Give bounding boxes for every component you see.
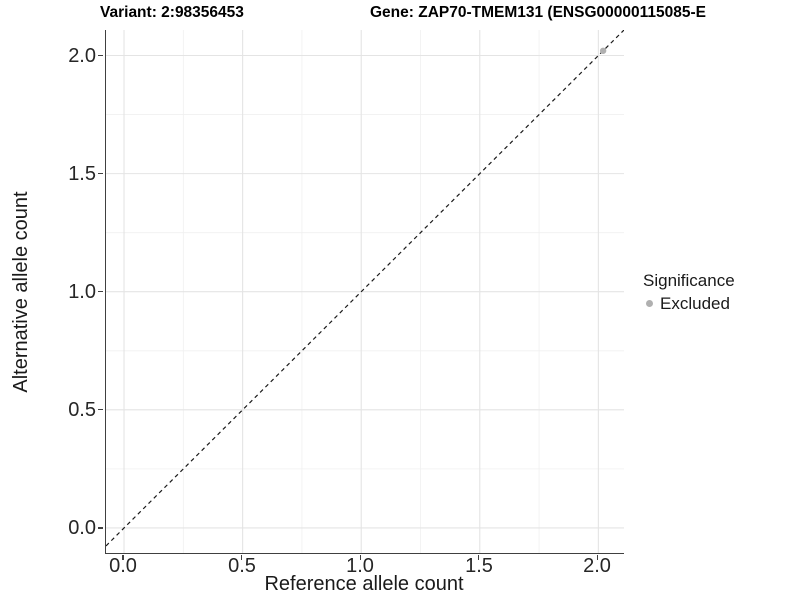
y-tick-mark <box>98 54 104 57</box>
y-tick-mark <box>98 409 104 411</box>
y-axis-title: Alternative allele count <box>10 191 32 393</box>
x-tick-label: 0.0 <box>109 555 137 577</box>
x-tick-mark <box>241 554 243 560</box>
x-axis-title: Reference allele count <box>264 573 464 595</box>
legend-item-label: Excluded <box>660 294 730 313</box>
variant-title: Variant: 2:98356453 <box>100 4 244 21</box>
gene-title: Gene: ZAP70-TMEM131 (ENSG00000115085-E <box>370 4 706 21</box>
plot-panel <box>105 30 624 554</box>
y-tick-mark <box>98 173 104 175</box>
legend-item-excluded: Excluded <box>643 293 735 314</box>
x-tick-mark <box>478 554 480 560</box>
x-tick-label: 1.5 <box>465 555 493 577</box>
legend-title: Significance <box>643 271 735 290</box>
x-tick-label: 2.0 <box>583 555 611 577</box>
identity-line <box>106 30 624 547</box>
y-tick-mark <box>98 291 104 293</box>
plot-canvas <box>106 30 624 553</box>
y-tick-label: 0.5 <box>68 399 96 421</box>
y-tick-label: 1.5 <box>68 163 96 185</box>
x-tick-mark <box>359 554 361 560</box>
excluded-point-icon <box>646 300 653 307</box>
x-tick-label: 1.0 <box>346 555 374 577</box>
legend: Significance Excluded <box>643 270 735 314</box>
data-point-excluded <box>599 47 607 54</box>
y-tick-label: 0.0 <box>68 517 96 539</box>
x-tick-mark <box>122 554 124 560</box>
x-tick-mark <box>596 554 598 560</box>
y-tick-label: 2.0 <box>68 45 96 67</box>
y-tick-label: 1.0 <box>68 281 96 303</box>
x-tick-label: 0.5 <box>228 555 256 577</box>
y-tick-mark <box>98 527 104 529</box>
